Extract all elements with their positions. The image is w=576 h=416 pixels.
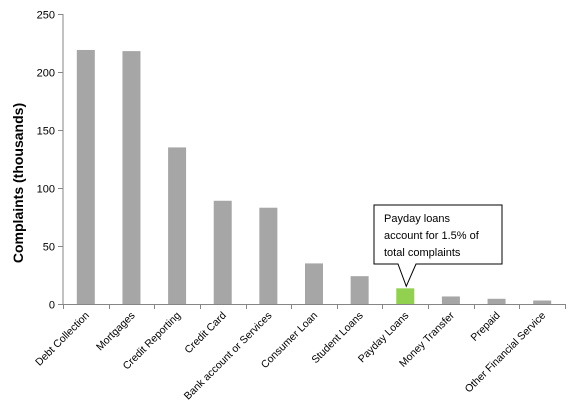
y-tick-label: 50 bbox=[43, 242, 55, 254]
bar bbox=[533, 300, 552, 304]
bar bbox=[305, 263, 323, 304]
y-tick-label: 0 bbox=[49, 300, 55, 312]
y-tick-label: 100 bbox=[37, 184, 55, 196]
bar bbox=[350, 276, 369, 304]
y-tick-label: 250 bbox=[37, 10, 55, 22]
y-axis-label: Complaints (thousands) bbox=[10, 103, 26, 263]
bar bbox=[259, 207, 278, 304]
bar bbox=[396, 288, 415, 304]
bar bbox=[76, 49, 95, 305]
bar bbox=[168, 147, 187, 304]
callout-text-line: Payday loans bbox=[384, 213, 451, 225]
bar bbox=[487, 298, 506, 304]
callout-box bbox=[373, 204, 503, 288]
y-tick-label: 150 bbox=[37, 126, 55, 138]
bar bbox=[213, 200, 232, 304]
x-tick-label: Prepaid bbox=[469, 310, 503, 344]
x-tick-label: Bank account or Services bbox=[182, 310, 275, 403]
x-tick-label: Credit Card bbox=[182, 310, 229, 357]
callout-text-line: account for 1.5% of bbox=[384, 230, 480, 242]
bars bbox=[76, 49, 552, 305]
bar bbox=[122, 51, 141, 305]
annotation-callout: Payday loans account for 1.5% of total com… bbox=[373, 204, 503, 288]
x-tick-label: Other Financial Service bbox=[463, 310, 549, 396]
x-tick-label: Debt Collection bbox=[33, 310, 92, 369]
callout-text-line: total complaints bbox=[384, 247, 461, 259]
y-tick-label: 200 bbox=[37, 68, 55, 80]
bar bbox=[441, 296, 460, 304]
y-axis: 0 50 100 150 200 250 bbox=[37, 10, 64, 312]
x-tick-label: Mortgages bbox=[94, 310, 138, 354]
